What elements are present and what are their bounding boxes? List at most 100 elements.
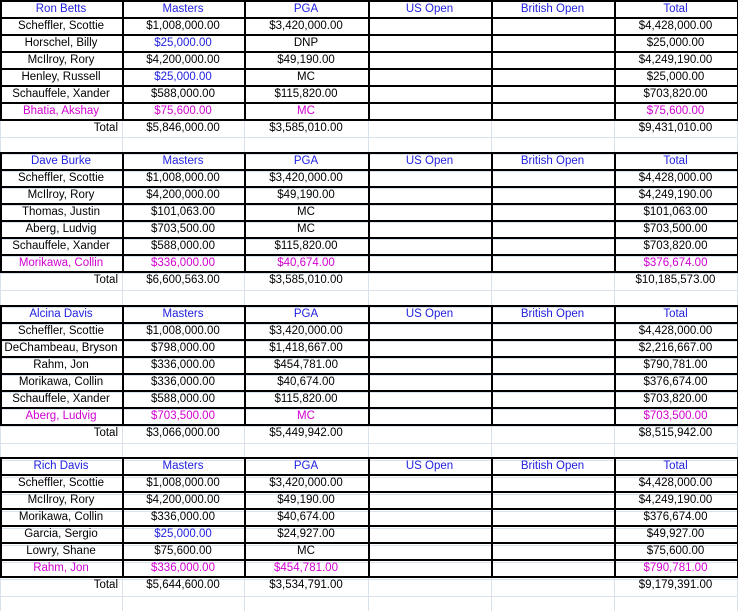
total-label: Total <box>93 274 118 286</box>
player-name: Rahm, Jon <box>33 359 89 371</box>
player-total: $703,820.00 <box>643 88 708 100</box>
player-us-open <box>368 492 491 509</box>
column-header-masters: Masters <box>162 460 204 472</box>
block-total-total: $10,185,573.00 <box>635 274 716 286</box>
player-total: $376,674.00 <box>643 257 708 269</box>
player-name: Scheffler, Scottie <box>17 172 105 184</box>
player-masters: $4,200,000.00 <box>146 54 220 66</box>
column-header-masters: Masters <box>162 155 204 167</box>
player-pga: MC <box>297 206 315 218</box>
player-total: $4,428,000.00 <box>638 325 713 337</box>
player-masters: $1,008,000.00 <box>146 325 220 337</box>
column-header-pga: PGA <box>293 155 319 167</box>
column-header-us-open: US Open <box>405 155 454 167</box>
player-pga: $115,820.00 <box>274 88 338 100</box>
block-total-total: $9,431,010.00 <box>638 122 713 134</box>
player-us-open <box>368 204 491 221</box>
player-us-open <box>368 323 491 340</box>
player-masters: $1,008,000.00 <box>146 172 220 184</box>
column-header-british-open: British Open <box>520 308 585 320</box>
player-total: $75,600.00 <box>646 105 705 117</box>
player-us-open <box>368 509 491 526</box>
owner-name: Ron Betts <box>35 3 87 15</box>
player-name: Morikawa, Collin <box>18 511 104 523</box>
player-total: $790,781.00 <box>643 562 708 574</box>
player-masters: $336,000.00 <box>151 376 215 388</box>
player-british-open <box>491 170 614 187</box>
block-total-pga: $3,585,010.00 <box>269 122 343 134</box>
player-name: Aberg, Ludvig <box>25 410 97 422</box>
player-pga: $115,820.00 <box>274 240 338 252</box>
player-masters: $25,000.00 <box>154 528 212 540</box>
player-masters: $336,000.00 <box>151 257 215 269</box>
player-us-open <box>368 103 491 120</box>
player-british-open <box>491 86 614 103</box>
player-us-open <box>368 374 491 391</box>
player-pga: $454,781.00 <box>274 562 338 574</box>
block-total-masters: $5,644,600.00 <box>146 579 220 591</box>
block-total-us-open <box>368 120 491 137</box>
player-pga: MC <box>297 410 315 422</box>
column-header-us-open: US Open <box>405 3 454 15</box>
player-total: $4,428,000.00 <box>638 172 713 184</box>
player-name: Scheffler, Scottie <box>17 20 105 32</box>
player-masters: $1,008,000.00 <box>146 20 220 32</box>
player-name: Aberg, Ludvig <box>25 223 97 235</box>
player-british-open <box>491 340 614 357</box>
player-us-open <box>368 238 491 255</box>
column-header-total: Total <box>663 155 688 167</box>
player-masters: $798,000.00 <box>151 342 215 354</box>
player-us-open <box>368 340 491 357</box>
owner-name: Dave Burke <box>30 155 92 167</box>
player-name: Garcia, Sergio <box>24 528 98 540</box>
player-pga: $3,420,000.00 <box>269 20 343 32</box>
player-total: $4,249,190.00 <box>638 189 713 201</box>
player-name: Morikawa, Collin <box>18 376 104 388</box>
player-british-open <box>491 69 614 86</box>
player-british-open <box>491 204 614 221</box>
owner-name: Rich Davis <box>33 460 89 472</box>
block-total-british-open <box>491 577 614 594</box>
player-us-open <box>368 526 491 543</box>
player-british-open <box>491 509 614 526</box>
player-british-open <box>491 560 614 577</box>
player-name: Horschel, Billy <box>24 37 98 49</box>
total-label: Total <box>93 427 118 439</box>
player-british-open <box>491 221 614 238</box>
player-name: Schauffele, Xander <box>12 88 110 100</box>
player-masters: $588,000.00 <box>151 88 215 100</box>
block-total-british-open <box>491 425 614 442</box>
column-header-total: Total <box>663 308 688 320</box>
player-pga: $3,420,000.00 <box>269 325 343 337</box>
player-us-open <box>368 255 491 272</box>
player-us-open <box>368 357 491 374</box>
player-total: $703,820.00 <box>643 240 708 252</box>
player-pga: $454,781.00 <box>274 359 338 371</box>
column-header-british-open: British Open <box>520 3 585 15</box>
player-name: Morikawa, Collin <box>18 257 104 269</box>
player-masters: $1,008,000.00 <box>146 477 220 489</box>
player-masters: $25,000.00 <box>154 37 212 49</box>
column-header-pga: PGA <box>293 460 319 472</box>
player-british-open <box>491 475 614 492</box>
player-pga: MC <box>297 223 315 235</box>
block-total-us-open <box>368 577 491 594</box>
player-name: Henley, Russell <box>21 71 101 83</box>
owner-name: Alcina Davis <box>29 308 93 320</box>
player-total: $790,781.00 <box>643 359 708 371</box>
player-total: $4,428,000.00 <box>638 477 713 489</box>
player-british-open <box>491 52 614 69</box>
column-header-british-open: British Open <box>520 460 585 472</box>
player-total: $75,600.00 <box>646 545 705 557</box>
player-name: McIlroy, Rory <box>27 54 95 66</box>
player-pga: $24,927.00 <box>277 528 335 540</box>
player-pga: $115,820.00 <box>274 393 338 405</box>
player-total: $2,216,667.00 <box>638 342 713 354</box>
player-masters: $336,000.00 <box>151 562 215 574</box>
player-us-open <box>368 69 491 86</box>
player-masters: $4,200,000.00 <box>146 494 220 506</box>
block-total-pga: $5,449,942.00 <box>269 427 343 439</box>
player-pga: $40,674.00 <box>277 376 335 388</box>
player-british-open <box>491 357 614 374</box>
column-header-total: Total <box>663 3 688 15</box>
